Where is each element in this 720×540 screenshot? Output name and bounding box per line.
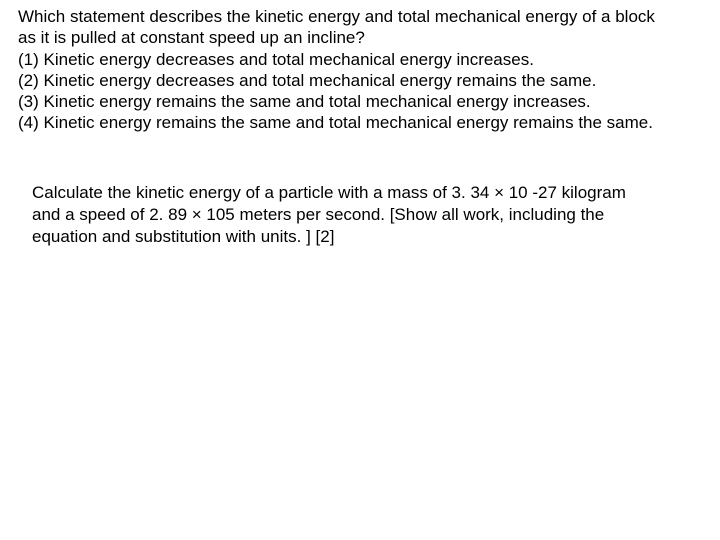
q2-line1: Calculate the kinetic energy of a partic… (32, 182, 680, 204)
q1-option-2: (2) Kinetic energy decreases and total m… (18, 70, 698, 91)
page: Which statement describes the kinetic en… (0, 0, 720, 540)
question-1: Which statement describes the kinetic en… (18, 6, 698, 134)
q1-stem-line2: as it is pulled at constant speed up an … (18, 27, 698, 48)
q1-stem-line1: Which statement describes the kinetic en… (18, 6, 698, 27)
question-2: Calculate the kinetic energy of a partic… (32, 182, 680, 247)
q1-option-1: (1) Kinetic energy decreases and total m… (18, 49, 698, 70)
q2-line3: equation and substitution with units. ] … (32, 226, 680, 248)
q2-line2: and a speed of 2. 89 × 105 meters per se… (32, 204, 680, 226)
q1-option-4: (4) Kinetic energy remains the same and … (18, 112, 698, 133)
q1-option-3: (3) Kinetic energy remains the same and … (18, 91, 698, 112)
